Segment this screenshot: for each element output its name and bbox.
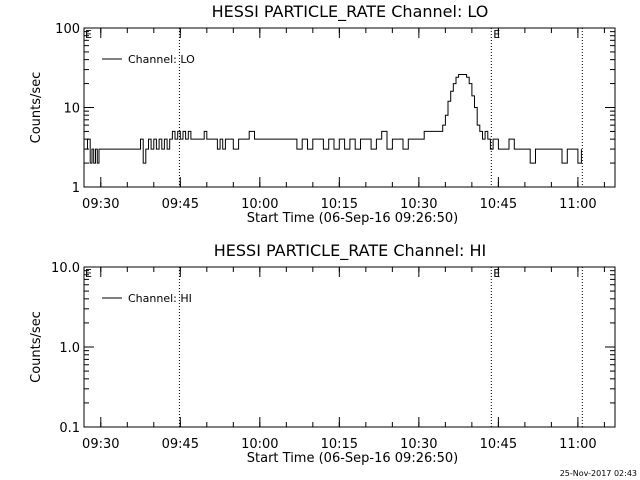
y-tick-label: 1 [72, 181, 80, 196]
x-tick-label: 09:30 [82, 197, 119, 212]
x-tick-label: 09:30 [82, 437, 119, 452]
x-tick-label: 10:30 [400, 197, 437, 212]
lo-channel-plot: HESSI PARTICLE_RATE Channel: LO 1 10 100 09… [29, 2, 616, 226]
y-axis-label: Counts/sec [29, 72, 44, 144]
event-marker-label: E [493, 28, 500, 41]
x-tick-label: 10:30 [400, 437, 437, 452]
x-tick-label: 09:45 [162, 437, 199, 452]
x-axis-label: Start Time (06-Sep-16 09:26:50) [247, 211, 458, 226]
event-marker-label: E [493, 267, 500, 280]
x-tick-label: 10:15 [321, 197, 358, 212]
x-axis-label: Start Time (06-Sep-16 09:26:50) [247, 451, 458, 466]
x-tick-label: 10:45 [480, 437, 517, 452]
x-tick-label: 11:00 [559, 437, 596, 452]
edge-label: E [85, 28, 92, 41]
plot-frame [83, 266, 616, 428]
x-tick-label: 10:00 [241, 197, 278, 212]
x-tick-label: 11:00 [559, 197, 596, 212]
y-tick-label: 10.0 [51, 261, 80, 276]
x-tick-label: 10:45 [480, 197, 517, 212]
y-tick-label: 10 [63, 102, 80, 117]
footer-timestamp: 25-Nov-2017 02:43 [560, 469, 637, 478]
y-tick-label: 1.0 [59, 341, 80, 356]
legend-label: Channel: HI [128, 292, 192, 305]
y-tick-label: 100 [55, 22, 80, 37]
y-axis-label: Counts/sec [29, 311, 44, 383]
x-tick-label: 10:15 [321, 437, 358, 452]
edge-label: E [85, 267, 92, 280]
series-line [85, 74, 582, 164]
chart-title: HESSI PARTICLE_RATE Channel: LO [212, 2, 489, 22]
x-tick-label: 10:00 [241, 437, 278, 452]
y-tick-label: 0.1 [59, 421, 80, 436]
x-tick-label: 09:45 [162, 197, 199, 212]
hi-channel-plot: HESSI PARTICLE_RATE Channel: HI 0.1 1.0 10… [29, 241, 616, 466]
chart-title: HESSI PARTICLE_RATE Channel: HI [214, 241, 487, 261]
legend-label: Channel: LO [128, 53, 195, 66]
